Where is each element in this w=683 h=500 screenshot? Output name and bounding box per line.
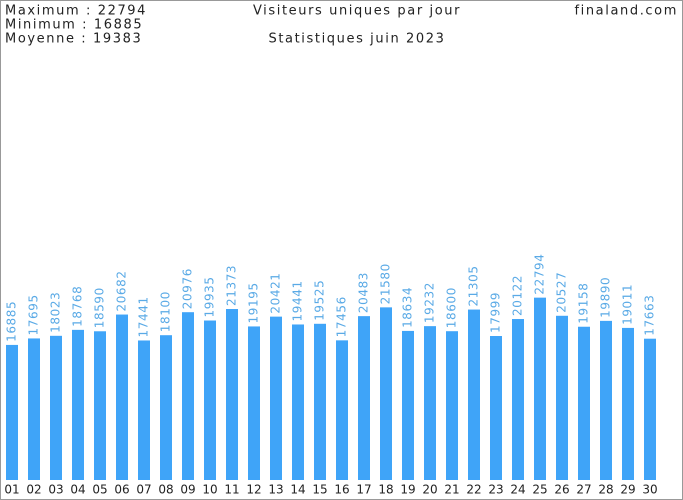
value-label: 19935 [203,276,217,317]
value-label: 20483 [357,272,371,313]
value-label: 21580 [379,263,393,304]
x-tick-label: 23 [488,483,503,497]
bar [182,312,194,480]
bar [490,336,502,480]
x-tick-label: 02 [26,483,41,497]
value-label: 18023 [49,292,63,333]
bar [336,340,348,480]
x-tick-label: 06 [114,483,129,497]
x-tick-label: 18 [378,483,393,497]
value-label: 19890 [599,277,613,318]
stat: Minimum : 16885 [5,18,143,33]
chart-title: Visiteurs uniques par jour [253,4,461,19]
value-label: 17695 [27,294,41,335]
value-label: 18768 [71,286,85,327]
x-tick-label: 26 [554,483,569,497]
bar [72,329,84,480]
x-tick-label: 03 [48,483,63,497]
source: finaland.com [574,4,678,19]
bar [226,309,238,480]
value-label: 19232 [423,282,437,323]
bar [468,309,480,480]
value-label: 19195 [247,282,261,323]
chart-subtitle: Statistiques juin 2023 [268,32,445,47]
value-label: 17441 [137,296,151,337]
x-tick-label: 10 [202,483,217,497]
bar [600,320,612,480]
bar [314,323,326,480]
x-tick-label: 14 [290,483,305,497]
bar [6,344,18,480]
stat: Moyenne : 19383 [5,32,142,47]
x-tick-label: 07 [136,483,151,497]
x-tick-label: 04 [70,483,85,497]
value-label: 17456 [335,296,349,337]
bar [644,338,656,480]
value-label: 20122 [511,275,525,316]
value-label: 22794 [533,253,547,294]
value-label: 20421 [269,272,283,313]
bar [556,315,568,480]
bar [292,324,304,480]
value-label: 18634 [401,287,415,328]
bar [94,331,106,480]
x-tick-label: 24 [510,483,525,497]
x-tick-label: 28 [598,483,613,497]
x-tick-label: 20 [422,483,437,497]
bar [248,326,260,480]
bar [402,330,414,480]
x-tick-label: 17 [356,483,371,497]
bar [534,297,546,480]
bar [512,319,524,480]
bar [204,320,216,480]
x-tick-label: 21 [444,483,459,497]
stat: Maximum : 22794 [5,4,147,19]
bar [380,307,392,480]
x-tick-label: 12 [246,483,261,497]
x-tick-label: 22 [466,483,481,497]
x-tick-label: 30 [642,483,657,497]
x-tick-label: 19 [400,483,415,497]
x-tick-label: 09 [180,483,195,497]
bar [116,314,128,480]
x-tick-label: 16 [334,483,349,497]
bar [446,331,458,480]
x-tick-label: 29 [620,483,635,497]
bar [358,316,370,480]
value-label: 18100 [159,291,173,332]
bar [578,326,590,480]
value-label: 20976 [181,268,195,309]
value-label: 20682 [115,270,129,311]
value-label: 19158 [577,283,591,324]
value-label: 18600 [445,287,459,328]
value-label: 21305 [467,265,481,306]
x-tick-label: 25 [532,483,547,497]
x-tick-label: 13 [268,483,283,497]
value-label: 18590 [93,287,107,328]
x-tick-label: 05 [92,483,107,497]
x-tick-label: 15 [312,483,327,497]
x-tick-label: 11 [224,483,239,497]
bar [50,335,62,480]
bar [28,338,40,480]
bar [622,327,634,480]
value-label: 19011 [621,284,635,325]
value-label: 19525 [313,280,327,321]
bar [160,335,172,480]
value-label: 19441 [291,280,305,321]
x-tick-label: 08 [158,483,173,497]
bar [138,340,150,480]
x-tick-label: 01 [4,483,19,497]
bar [424,326,436,480]
value-label: 17663 [643,295,657,336]
value-label: 20527 [555,272,569,313]
value-label: 21373 [225,265,239,306]
value-label: 16885 [5,301,19,342]
bar [270,316,282,480]
value-label: 17999 [489,292,503,333]
x-tick-label: 27 [576,483,591,497]
